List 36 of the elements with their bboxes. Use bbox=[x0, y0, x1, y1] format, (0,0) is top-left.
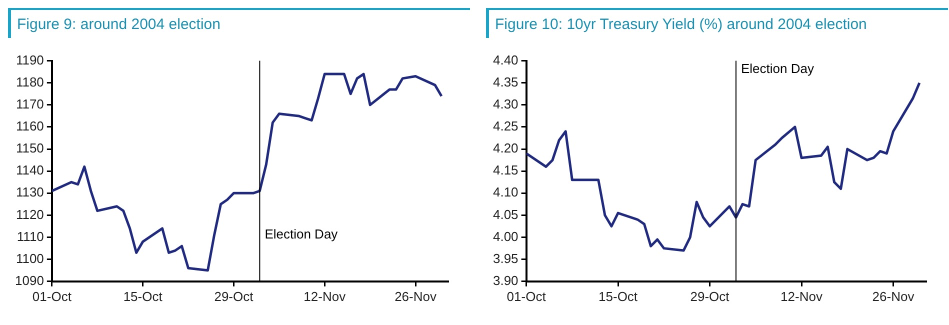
y-tick-label: 4.15 bbox=[492, 162, 518, 178]
y-tick-label: 1170 bbox=[16, 96, 44, 112]
y-tick-label: 3.90 bbox=[492, 272, 518, 288]
x-tick-label: 26-Nov bbox=[394, 288, 437, 304]
y-tick-label: 1150 bbox=[16, 140, 44, 156]
y-tick-label: 1120 bbox=[16, 206, 44, 222]
y-tick-label: 1190 bbox=[16, 52, 44, 68]
y-tick-label: 3.95 bbox=[492, 250, 518, 266]
y-tick-label: 1180 bbox=[16, 74, 44, 90]
x-tick-label: 12-Nov bbox=[304, 288, 346, 304]
y-tick-label: 4.35 bbox=[492, 74, 518, 90]
y-tick-label: 1140 bbox=[16, 162, 44, 178]
x-tick-label: 01-Oct bbox=[506, 288, 546, 304]
y-tick-label: 4.25 bbox=[492, 118, 518, 134]
y-tick-label: 4.40 bbox=[492, 52, 518, 68]
x-tick-label: 12-Nov bbox=[780, 288, 823, 304]
chart-title: Figure 9: around 2004 election bbox=[8, 8, 470, 38]
x-tick-label: 15-Oct bbox=[123, 288, 163, 304]
y-tick-label: 4.20 bbox=[492, 140, 518, 156]
annotation: Election Day bbox=[740, 61, 814, 76]
y-tick-label: 4.00 bbox=[492, 228, 518, 244]
x-tick-label: 15-Oct bbox=[598, 288, 638, 304]
y-tick-label: 4.30 bbox=[492, 96, 518, 112]
y-tick-label: 1160 bbox=[16, 118, 44, 134]
x-tick-label: 29-Oct bbox=[690, 288, 730, 304]
x-tick-label: 29-Oct bbox=[214, 288, 254, 304]
annotation: Election Day bbox=[264, 226, 338, 242]
y-tick-label: 1110 bbox=[16, 228, 44, 244]
y-tick-label: 4.10 bbox=[492, 184, 518, 200]
y-tick-label: 1100 bbox=[16, 250, 44, 266]
x-tick-label: 26-Nov bbox=[872, 288, 915, 304]
y-tick-label: 1090 bbox=[15, 272, 44, 288]
y-tick-label: 1130 bbox=[16, 184, 44, 200]
x-tick-label: 01-Oct bbox=[32, 288, 72, 304]
y-tick-label: 4.05 bbox=[492, 206, 518, 222]
chart-title: Figure 10: 10yr Treasury Yield (%) around 2004 election bbox=[486, 8, 948, 38]
